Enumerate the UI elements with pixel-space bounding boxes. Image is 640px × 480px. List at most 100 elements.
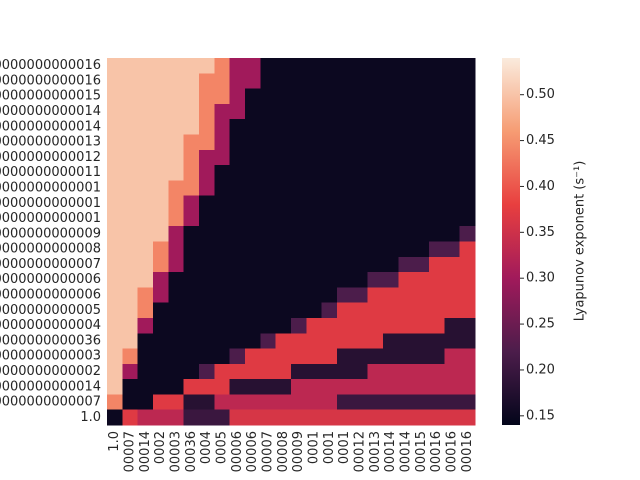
heatmap-cell: [444, 317, 461, 334]
x-tick-label: 00014: [383, 431, 398, 472]
heatmap-cell: [214, 195, 231, 212]
heatmap-cell: [352, 409, 369, 426]
heatmap-cell: [413, 195, 430, 212]
heatmap-cell: [383, 333, 399, 350]
heatmap-cell: [199, 256, 215, 273]
heatmap-cell: [229, 58, 246, 74]
heatmap-cell: [413, 333, 430, 350]
heatmap-cell: [459, 103, 476, 120]
heatmap-cell: [153, 195, 169, 212]
heatmap-cell: [413, 256, 430, 273]
x-tick-label: 1.0: [107, 431, 122, 452]
heatmap-cell: [122, 333, 139, 350]
heatmap-cell: [321, 333, 338, 350]
heatmap-cell: [459, 149, 476, 166]
x-tick-label: 00006: [245, 431, 260, 472]
heatmap-cell: [413, 317, 430, 334]
heatmap-cell: [352, 302, 369, 319]
heatmap-cell: [122, 348, 139, 365]
heatmap-cell: [398, 119, 415, 136]
heatmap-cell: [291, 103, 307, 120]
heatmap-cell: [306, 317, 323, 334]
heatmap-cell: [168, 256, 185, 273]
heatmap-cell: [199, 58, 215, 74]
heatmap-cell: [413, 226, 430, 243]
heatmap-cell: [153, 333, 169, 350]
x-tick-label: 0002: [153, 431, 168, 464]
heatmap-cell: [352, 256, 369, 273]
heatmap-cell: [444, 88, 461, 105]
heatmap-cell: [137, 226, 154, 243]
heatmap-cell: [168, 180, 185, 197]
heatmap-cell: [199, 210, 215, 227]
heatmap-cell: [367, 333, 384, 350]
y-tick-label: 00000000000012: [0, 150, 101, 165]
heatmap-cell: [429, 180, 445, 197]
heatmap-cell: [337, 379, 353, 396]
heatmap-cell: [383, 317, 399, 334]
heatmap-cell: [444, 256, 461, 273]
heatmap-cell: [153, 149, 169, 166]
heatmap-cell: [168, 394, 185, 411]
heatmap-cell: [245, 363, 261, 380]
heatmap-cell: [245, 348, 261, 365]
heatmap-cell: [137, 272, 154, 288]
heatmap-cell: [429, 103, 445, 120]
heatmap-cell: [291, 348, 307, 365]
heatmap-cell: [459, 287, 476, 304]
heatmap-cell: [260, 180, 277, 197]
heatmap-cell: [245, 180, 261, 197]
heatmap-cell: [214, 88, 231, 105]
heatmap-cell: [337, 409, 353, 426]
heatmap-cell: [214, 317, 231, 334]
x-tick-label: 0005: [215, 431, 230, 464]
heatmap-cell: [306, 379, 323, 396]
heatmap-cell: [337, 180, 353, 197]
x-tick-label: 00015: [414, 431, 429, 472]
heatmap-cell: [168, 241, 185, 258]
y-tick-label: 0000000000001: [0, 211, 101, 226]
heatmap-cell: [306, 241, 323, 258]
heatmap-cell: [199, 134, 215, 151]
heatmap-cell: [107, 333, 123, 350]
heatmap-cell: [337, 195, 353, 212]
heatmap-cell: [245, 241, 261, 258]
heatmap-cell: [413, 210, 430, 227]
heatmap-cell: [352, 226, 369, 243]
heatmap-cell: [137, 348, 154, 365]
heatmap-cell: [459, 394, 476, 411]
y-tick-label: 0000000000001: [0, 196, 101, 211]
heatmap-cell: [199, 103, 215, 120]
heatmap-cell: [413, 241, 430, 258]
heatmap-cell: [306, 88, 323, 105]
heatmap-cell: [168, 226, 185, 243]
heatmap-cell: [413, 165, 430, 181]
heatmap-cell: [444, 58, 461, 74]
heatmap-cell: [352, 241, 369, 258]
heatmap-cell: [352, 317, 369, 334]
heatmap-cell: [137, 165, 154, 181]
heatmap-cell: [168, 348, 185, 365]
heatmap-cell: [260, 241, 277, 258]
heatmap-cell: [444, 134, 461, 151]
heatmap-cell: [383, 241, 399, 258]
heatmap-cell: [183, 195, 200, 212]
heatmap-cell: [459, 180, 476, 197]
heatmap-cell: [199, 272, 215, 288]
y-tick-label: 00000000000013: [0, 135, 101, 150]
heatmap-cell: [306, 333, 323, 350]
heatmap-cell: [229, 394, 246, 411]
heatmap-cell: [337, 394, 353, 411]
heatmap-cell: [183, 409, 200, 426]
heatmap-cell: [260, 210, 277, 227]
heatmap-cell: [444, 119, 461, 136]
heatmap-cell: [107, 195, 123, 212]
heatmap-cell: [367, 119, 384, 136]
heatmap-cell: [137, 58, 154, 74]
heatmap-cell: [413, 287, 430, 304]
heatmap-cell: [321, 180, 338, 197]
heatmap-cell: [306, 119, 323, 136]
heatmap-cell: [153, 210, 169, 227]
heatmap-cell: [321, 58, 338, 74]
heatmap-cell: [398, 226, 415, 243]
